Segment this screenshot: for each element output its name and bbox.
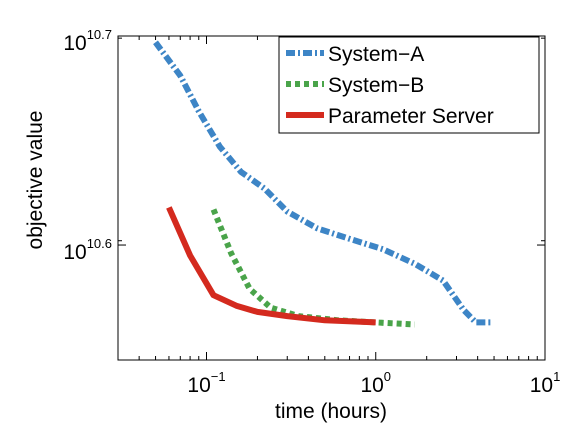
series-line-parameter-server: [166, 206, 376, 326]
legend-label: System−A: [328, 43, 424, 66]
x-tick-label: 100: [360, 369, 391, 397]
x-axis: 10−1 100 101: [117, 36, 561, 397]
x-tick-label: 10−1: [187, 369, 225, 397]
y-tick-label: 1010.7: [63, 27, 112, 55]
legend-label: Parameter Server: [328, 105, 494, 128]
x-tick-label: 101: [530, 369, 561, 397]
y-axis-label: objective value: [24, 111, 47, 250]
series-line-system-a: [153, 40, 491, 326]
series-lines: [153, 40, 491, 328]
y-tick-label: 1010.6: [63, 236, 112, 264]
legend: System−A System−B Parameter Server: [278, 36, 540, 134]
x-axis-label: time (hours): [275, 400, 387, 423]
series-line-system-b: [210, 208, 415, 328]
y-axis: 1010.6 1010.7: [63, 27, 545, 264]
legend-label: System−B: [328, 74, 424, 97]
